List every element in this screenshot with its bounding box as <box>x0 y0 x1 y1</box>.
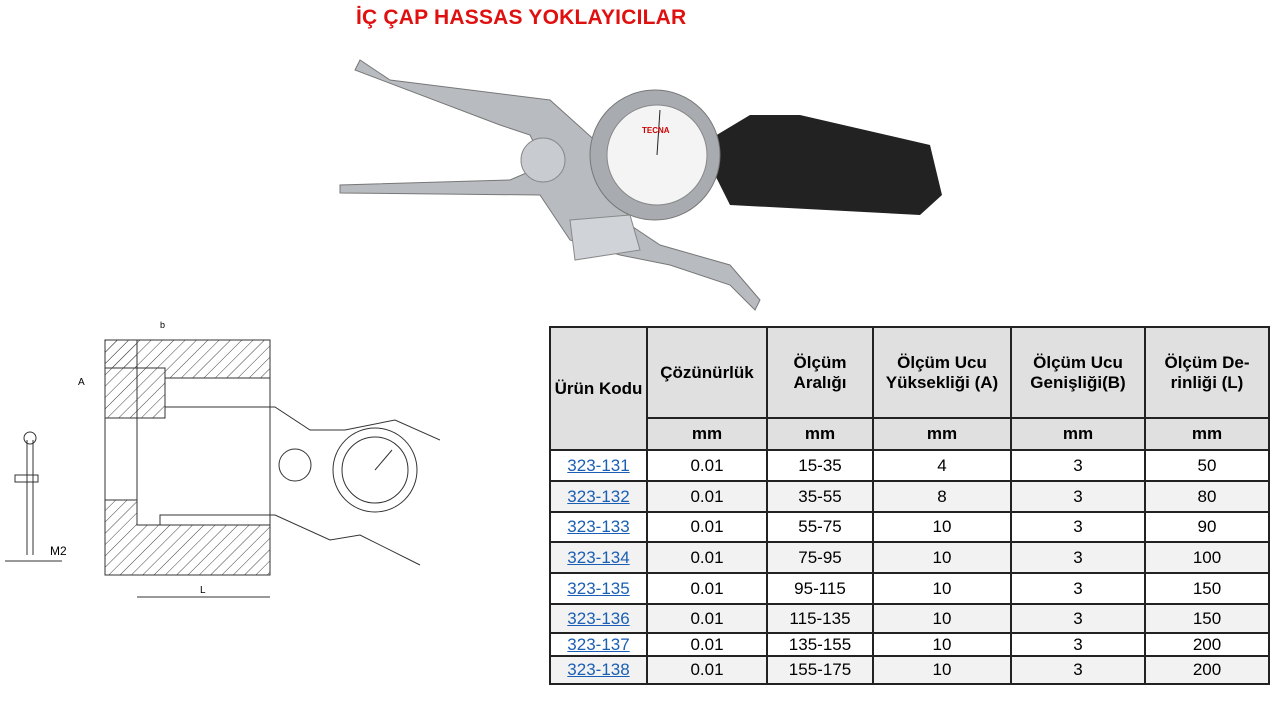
cell-code: 323-135 <box>549 572 648 605</box>
cell-code: 323-131 <box>549 449 648 482</box>
unit: mm <box>766 417 874 451</box>
caliper-photo: TECNA <box>339 59 942 311</box>
table-cell: 55-75 <box>766 511 874 543</box>
table-cell: 3 <box>1010 511 1146 543</box>
product-code-link[interactable]: 323-138 <box>567 660 630 679</box>
header-resolution: Çözünürlük <box>646 326 768 419</box>
table-cell: 0.01 <box>646 449 768 482</box>
table-row: 323-134 0.01 75-95 10 3 100 <box>549 541 1270 574</box>
product-code-link[interactable]: 323-132 <box>567 486 630 506</box>
product-code-link[interactable]: 323-133 <box>567 517 630 536</box>
table-cell: 155-175 <box>766 655 874 685</box>
brand-logo: TECNA <box>642 126 670 135</box>
table-row: 323-136 0.01 115-135 10 3 150 <box>549 603 1270 634</box>
table-cell: 3 <box>1010 655 1146 685</box>
table-row: 323-138 0.01 155-175 10 3 200 <box>549 655 1270 685</box>
product-code-link[interactable]: 323-131 <box>567 455 630 475</box>
unit: mm <box>1144 417 1270 451</box>
table-cell: 200 <box>1144 632 1270 657</box>
table-cell: 0.01 <box>646 541 768 574</box>
table-cell: 10 <box>872 655 1012 685</box>
table-row: 323-132 0.01 35-55 8 3 80 <box>549 480 1270 513</box>
cell-code: 323-132 <box>549 480 648 513</box>
product-table: Ürün Kodu Çözünürlük Ölçüm Aralığı Ölçüm… <box>549 326 1270 685</box>
label-m2: M2 <box>50 544 67 558</box>
table-cell: 4 <box>872 449 1012 482</box>
table-row: 323-133 0.01 55-75 10 3 90 <box>549 511 1270 543</box>
unit: mm <box>1010 417 1146 451</box>
table-cell: 200 <box>1144 655 1270 685</box>
table-cell: 150 <box>1144 572 1270 605</box>
table-cell: 3 <box>1010 572 1146 605</box>
label-l: L <box>200 585 206 596</box>
header-range: Ölçüm Aralığı <box>766 326 874 419</box>
table-cell: 0.01 <box>646 572 768 605</box>
table-cell: 0.01 <box>646 632 768 657</box>
table-cell: 15-35 <box>766 449 874 482</box>
table-cell: 10 <box>872 603 1012 634</box>
table-cell: 0.01 <box>646 655 768 685</box>
header-tip-width: Ölçüm Ucu Genişliği(B) <box>1010 326 1146 419</box>
table-cell: 0.01 <box>646 480 768 513</box>
cell-code: 323-133 <box>549 511 648 543</box>
label-b: b <box>160 320 165 330</box>
table-cell: 10 <box>872 632 1012 657</box>
table-row: 323-131 0.01 15-35 4 3 50 <box>549 449 1270 482</box>
table-cell: 80 <box>1144 480 1270 513</box>
table-cell: 150 <box>1144 603 1270 634</box>
table-row: 323-135 0.01 95-115 10 3 150 <box>549 572 1270 605</box>
product-code-link[interactable]: 323-136 <box>567 608 630 628</box>
table-cell: 3 <box>1010 603 1146 634</box>
table-cell: 35-55 <box>766 480 874 513</box>
table-cell: 75-95 <box>766 541 874 574</box>
technical-drawing: M2 A b L <box>5 320 440 598</box>
table-cell: 0.01 <box>646 511 768 543</box>
table-cell: 135-155 <box>766 632 874 657</box>
table-cell: 3 <box>1010 632 1146 657</box>
header-code: Ürün Kodu <box>549 326 648 451</box>
table-cell: 100 <box>1144 541 1270 574</box>
cell-code: 323-138 <box>549 655 648 685</box>
table-cell: 95-115 <box>766 572 874 605</box>
header-tip-height: Ölçüm Ucu Yüksekliği (A) <box>872 326 1012 419</box>
cell-code: 323-136 <box>549 603 648 634</box>
table-cell: 90 <box>1144 511 1270 543</box>
table-cell: 0.01 <box>646 603 768 634</box>
table-cell: 10 <box>872 511 1012 543</box>
product-code-link[interactable]: 323-134 <box>567 547 630 567</box>
cell-code: 323-137 <box>549 632 648 657</box>
table-cell: 10 <box>872 541 1012 574</box>
table-cell: 10 <box>872 572 1012 605</box>
table-cell: 3 <box>1010 541 1146 574</box>
table-cell: 115-135 <box>766 603 874 634</box>
table-cell: 3 <box>1010 449 1146 482</box>
product-code-link[interactable]: 323-135 <box>567 578 630 598</box>
table-cell: 8 <box>872 480 1012 513</box>
table-row: 323-137 0.01 135-155 10 3 200 <box>549 632 1270 657</box>
product-code-link[interactable]: 323-137 <box>567 634 630 654</box>
label-a: A <box>78 377 85 388</box>
unit: mm <box>872 417 1012 451</box>
page-title: İÇ ÇAP HASSAS YOKLAYICILAR <box>356 6 687 29</box>
table-cell: 3 <box>1010 480 1146 513</box>
table-cell: 50 <box>1144 449 1270 482</box>
header-depth: Ölçüm De-rinliği (L) <box>1144 326 1270 419</box>
cell-code: 323-134 <box>549 541 648 574</box>
unit: mm <box>646 417 768 451</box>
